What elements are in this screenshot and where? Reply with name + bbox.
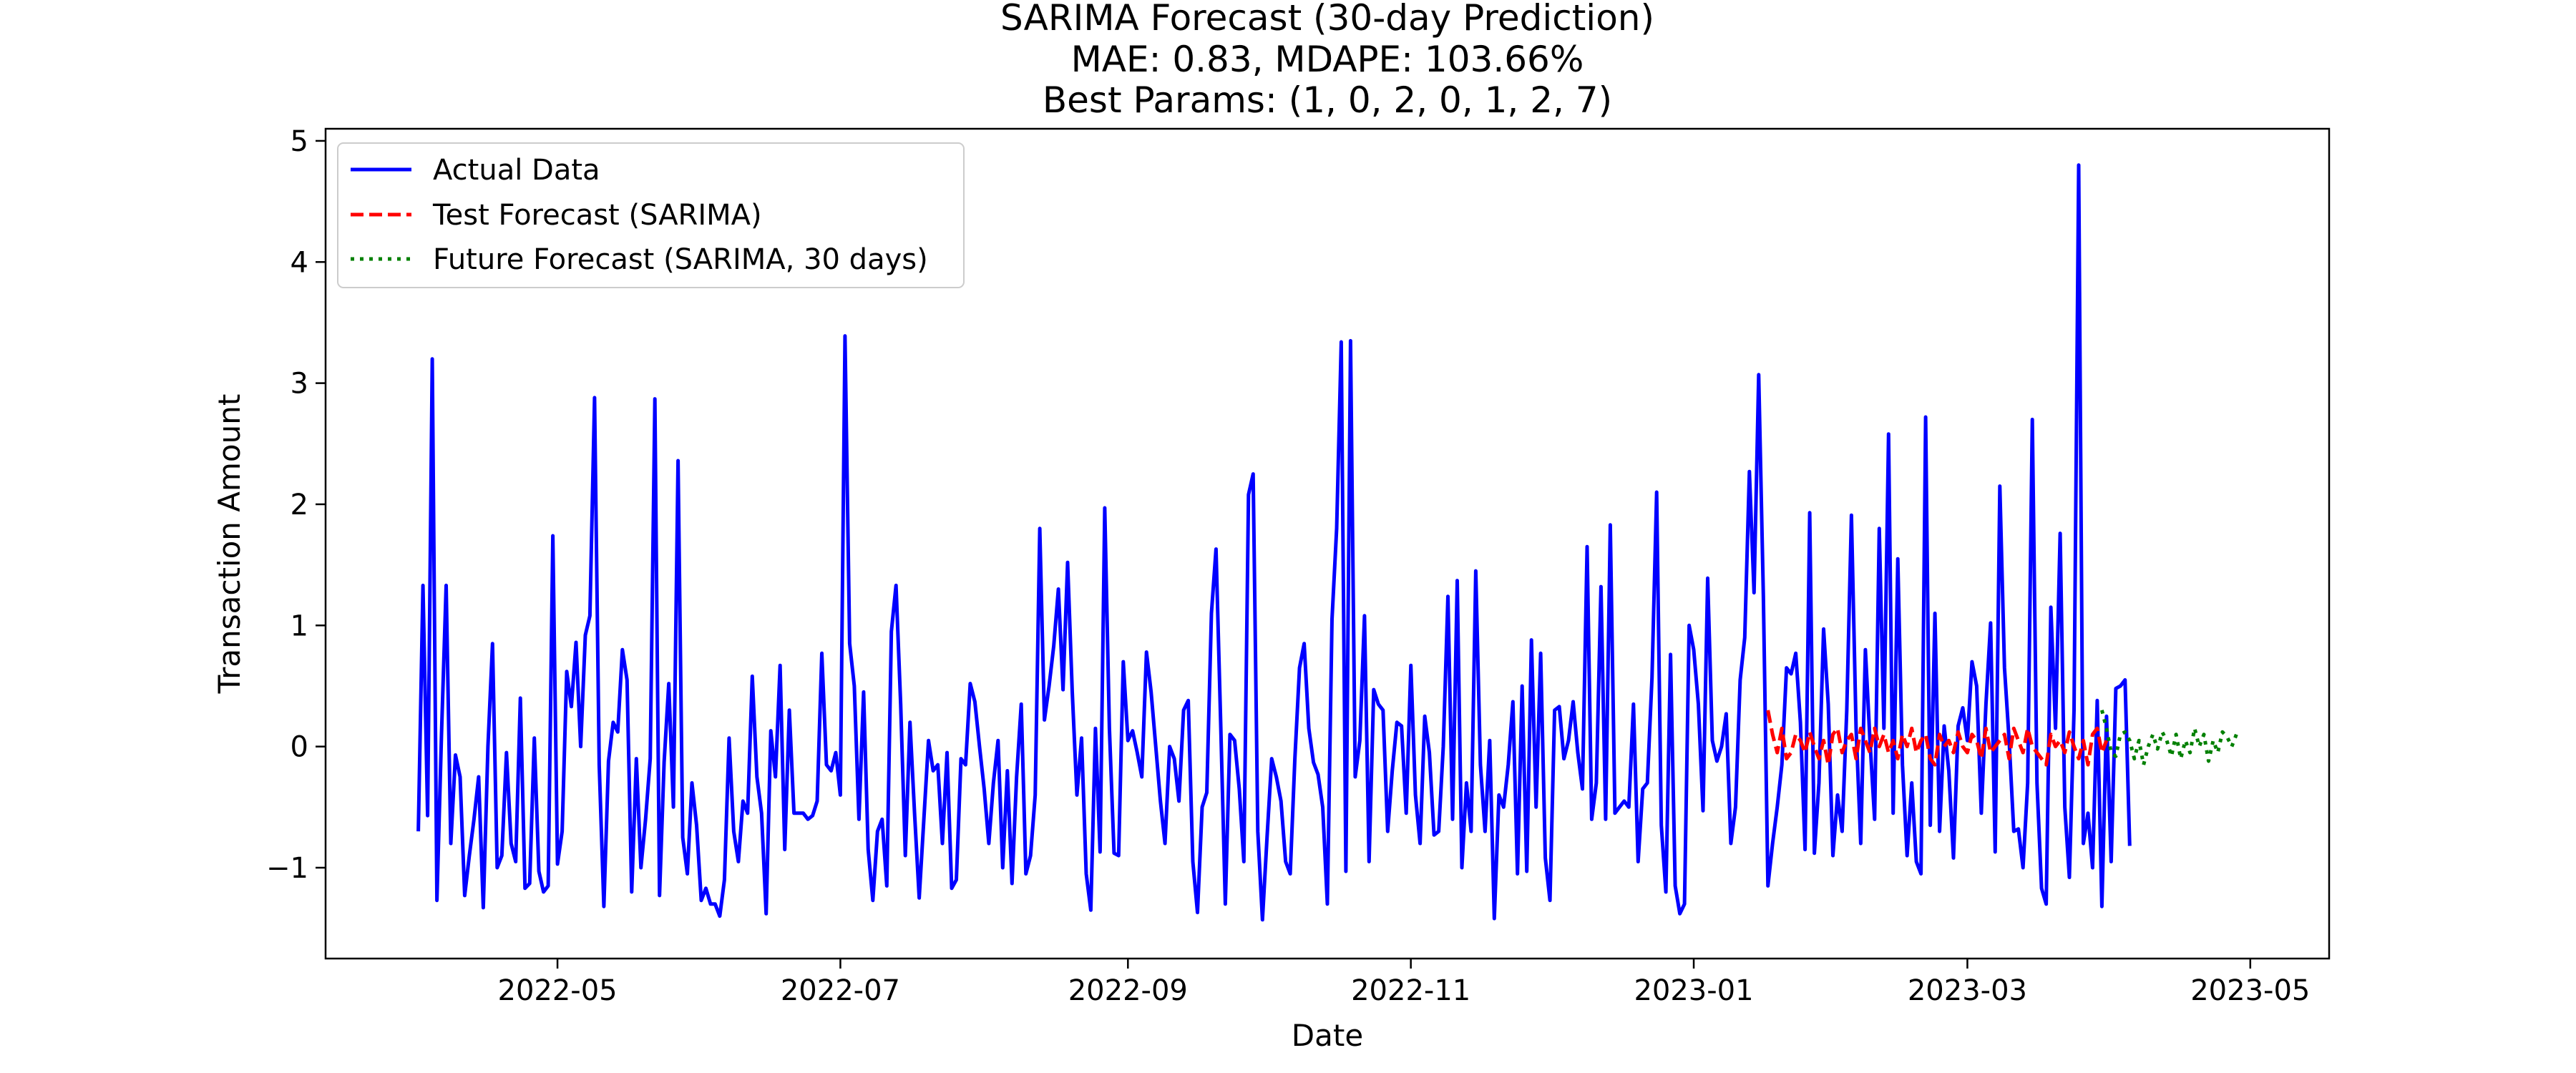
x-tick-label: 2022-05 [498, 974, 618, 1007]
legend-label-future-forecast: Future Forecast (SARIMA, 30 days) [433, 243, 928, 276]
ticks-layer: 2022-05 2022-07 2022-09 2022-11 2023-01 2023-… [266, 125, 2310, 1007]
x-tick-label: 2022-11 [1351, 974, 1470, 1007]
y-tick-label: −1 [266, 852, 308, 885]
chart-title-line-2: MAE: 0.83, MDAPE: 103.66% [1071, 39, 1584, 80]
legend-frame [337, 142, 965, 288]
y-tick-label: 1 [291, 609, 308, 642]
x-axis-label: Date [1292, 1018, 1363, 1053]
y-tick-label: 3 [291, 368, 308, 401]
x-tick-label: 2022-07 [781, 974, 900, 1007]
x-tick-label: 2023-01 [1634, 974, 1753, 1007]
y-tick-label: 2 [291, 489, 308, 521]
x-tick-label: 2023-05 [2190, 974, 2310, 1007]
chart-title-line-3: Best Params: (1, 0, 2, 0, 1, 2, 7) [1043, 79, 1612, 121]
y-axis-label: Transaction Amount [212, 394, 247, 695]
legend: Actual Data Test Forecast (SARIMA) Futur… [337, 142, 965, 288]
series-actual-data-line [416, 163, 2132, 922]
legend-label-test-forecast: Test Forecast (SARIMA) [432, 199, 762, 232]
legend-label-actual: Actual Data [433, 154, 600, 187]
y-tick-label: 4 [291, 246, 308, 279]
plot-area-frame [324, 127, 2331, 960]
series-layer [416, 163, 2238, 922]
series-test-forecast-line [1766, 710, 2109, 767]
series-future-forecast-line [2099, 710, 2238, 767]
chart-title-line-1: SARIMA Forecast (30-day Prediction) [1000, 0, 1654, 39]
y-tick-label: 0 [291, 731, 308, 764]
x-tick-label: 2023-03 [1908, 974, 2027, 1007]
y-tick-label: 5 [291, 125, 308, 158]
x-tick-label: 2022-09 [1068, 974, 1188, 1007]
